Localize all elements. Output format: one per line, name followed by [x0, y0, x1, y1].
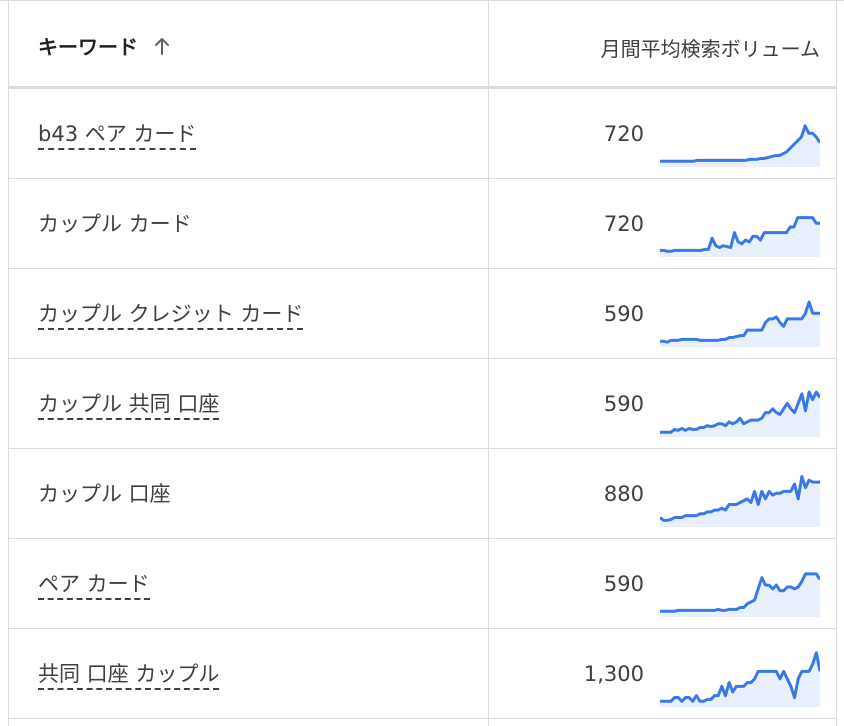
- trend-area: [660, 217, 820, 257]
- trend-line: [660, 474, 820, 522]
- keyword-text: カップル 口座: [38, 482, 171, 506]
- table-border-left: [8, 0, 9, 726]
- trend-line: [660, 572, 820, 613]
- table-row[interactable]: カップル 口座 880: [8, 449, 836, 539]
- trend-area: [660, 573, 820, 617]
- table-row[interactable]: ペア カード 590: [8, 539, 836, 629]
- search-volume: 590: [603, 572, 644, 596]
- table-row[interactable]: カップル クレジット カード 590: [8, 269, 836, 359]
- keyword-text[interactable]: ペア カード: [38, 571, 150, 600]
- keyword-text[interactable]: カップル クレジット カード: [38, 301, 304, 330]
- keyword-header-label: キーワード: [38, 35, 138, 59]
- table-row[interactable]: b43 ペア カード 720: [8, 89, 836, 179]
- trend-sparkline: [660, 474, 820, 527]
- table-row[interactable]: カップル カード 720: [8, 179, 836, 269]
- trend-line: [660, 300, 820, 344]
- trend-sparkline: [660, 390, 820, 437]
- keyword-text[interactable]: 共同 口座 カップル: [38, 661, 220, 690]
- keyword-column-header[interactable]: キーワード: [38, 31, 172, 60]
- trend-area: [660, 392, 820, 437]
- search-volume: 720: [603, 122, 644, 146]
- trend-sparkline: [660, 300, 820, 347]
- trend-sparkline: [660, 572, 820, 617]
- column-divider: [488, 0, 489, 726]
- trend-line: [660, 651, 820, 703]
- table-row[interactable]: 共同 口座 カップル 1,300: [8, 629, 836, 719]
- search-volume: 1,300: [583, 662, 644, 686]
- search-volume: 590: [603, 392, 644, 416]
- trend-area: [660, 302, 820, 347]
- search-volume: 720: [603, 212, 644, 236]
- keyword-text[interactable]: カップル 共同 口座: [38, 391, 220, 420]
- keyword-text: カップル カード: [38, 212, 192, 236]
- table-row[interactable]: カップル 共同 口座 590: [8, 359, 836, 449]
- table-header: キーワード 月間平均検索ボリューム: [0, 0, 844, 86]
- trend-sparkline: [660, 216, 820, 257]
- trend-line: [660, 124, 820, 163]
- trend-line: [660, 390, 820, 434]
- trend-line: [660, 216, 820, 253]
- arrow-up-icon[interactable]: [152, 36, 172, 56]
- table-border-right: [836, 0, 837, 726]
- keyword-text[interactable]: b43 ペア カード: [38, 121, 197, 150]
- trend-area: [660, 652, 820, 707]
- search-volume: 590: [603, 302, 644, 326]
- trend-sparkline: [660, 124, 820, 167]
- volume-column-header[interactable]: 月間平均検索ボリューム: [600, 37, 820, 61]
- header-separator: [8, 86, 836, 89]
- search-volume: 880: [603, 482, 644, 506]
- trend-sparkline: [660, 651, 820, 707]
